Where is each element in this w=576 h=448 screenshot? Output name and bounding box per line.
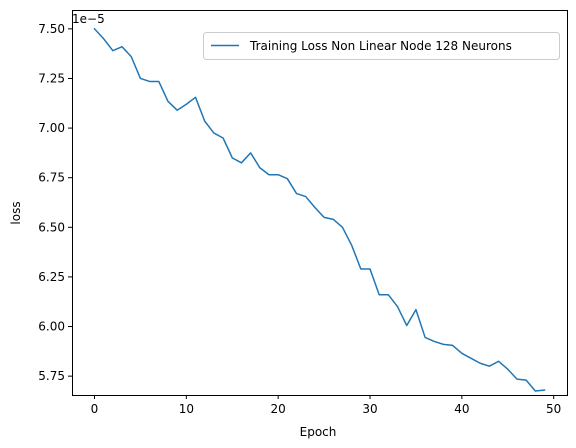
y-tick-label: 6.50: [38, 220, 65, 234]
x-tick-label: 30: [362, 402, 377, 416]
y-tick-label: 6.00: [38, 320, 65, 334]
x-tick-label: 20: [271, 402, 286, 416]
x-tick-label: 50: [546, 402, 561, 416]
legend: Training Loss Non Linear Node 128 Neuron…: [203, 32, 560, 60]
x-tick-label: 10: [179, 402, 194, 416]
y-tick-label: 7.25: [38, 71, 65, 85]
x-tick-label: 40: [454, 402, 469, 416]
y-offset-label: 1e−5: [72, 12, 105, 26]
y-tick-label: 6.75: [38, 171, 65, 185]
series-line-0: [93, 27, 546, 392]
plot-area: [93, 27, 546, 392]
y-tick-label: 7.50: [38, 22, 65, 36]
y-tick-label: 5.75: [38, 369, 65, 383]
y-axis: 5.75 6.00 6.25 6.50 6.75 7.00 7.25 7.50: [38, 22, 72, 383]
x-axis-label: Epoch: [300, 425, 337, 439]
legend-box: [203, 32, 560, 60]
x-tick-label: 0: [91, 402, 99, 416]
legend-entry-label: Training Loss Non Linear Node 128 Neuron…: [249, 39, 512, 53]
y-tick-label: 6.25: [38, 270, 65, 284]
y-tick-label: 7.00: [38, 121, 65, 135]
x-axis: 0 10 20 30 40 50: [91, 395, 561, 416]
axes-frame: [72, 10, 568, 396]
y-axis-label: loss: [9, 201, 23, 224]
